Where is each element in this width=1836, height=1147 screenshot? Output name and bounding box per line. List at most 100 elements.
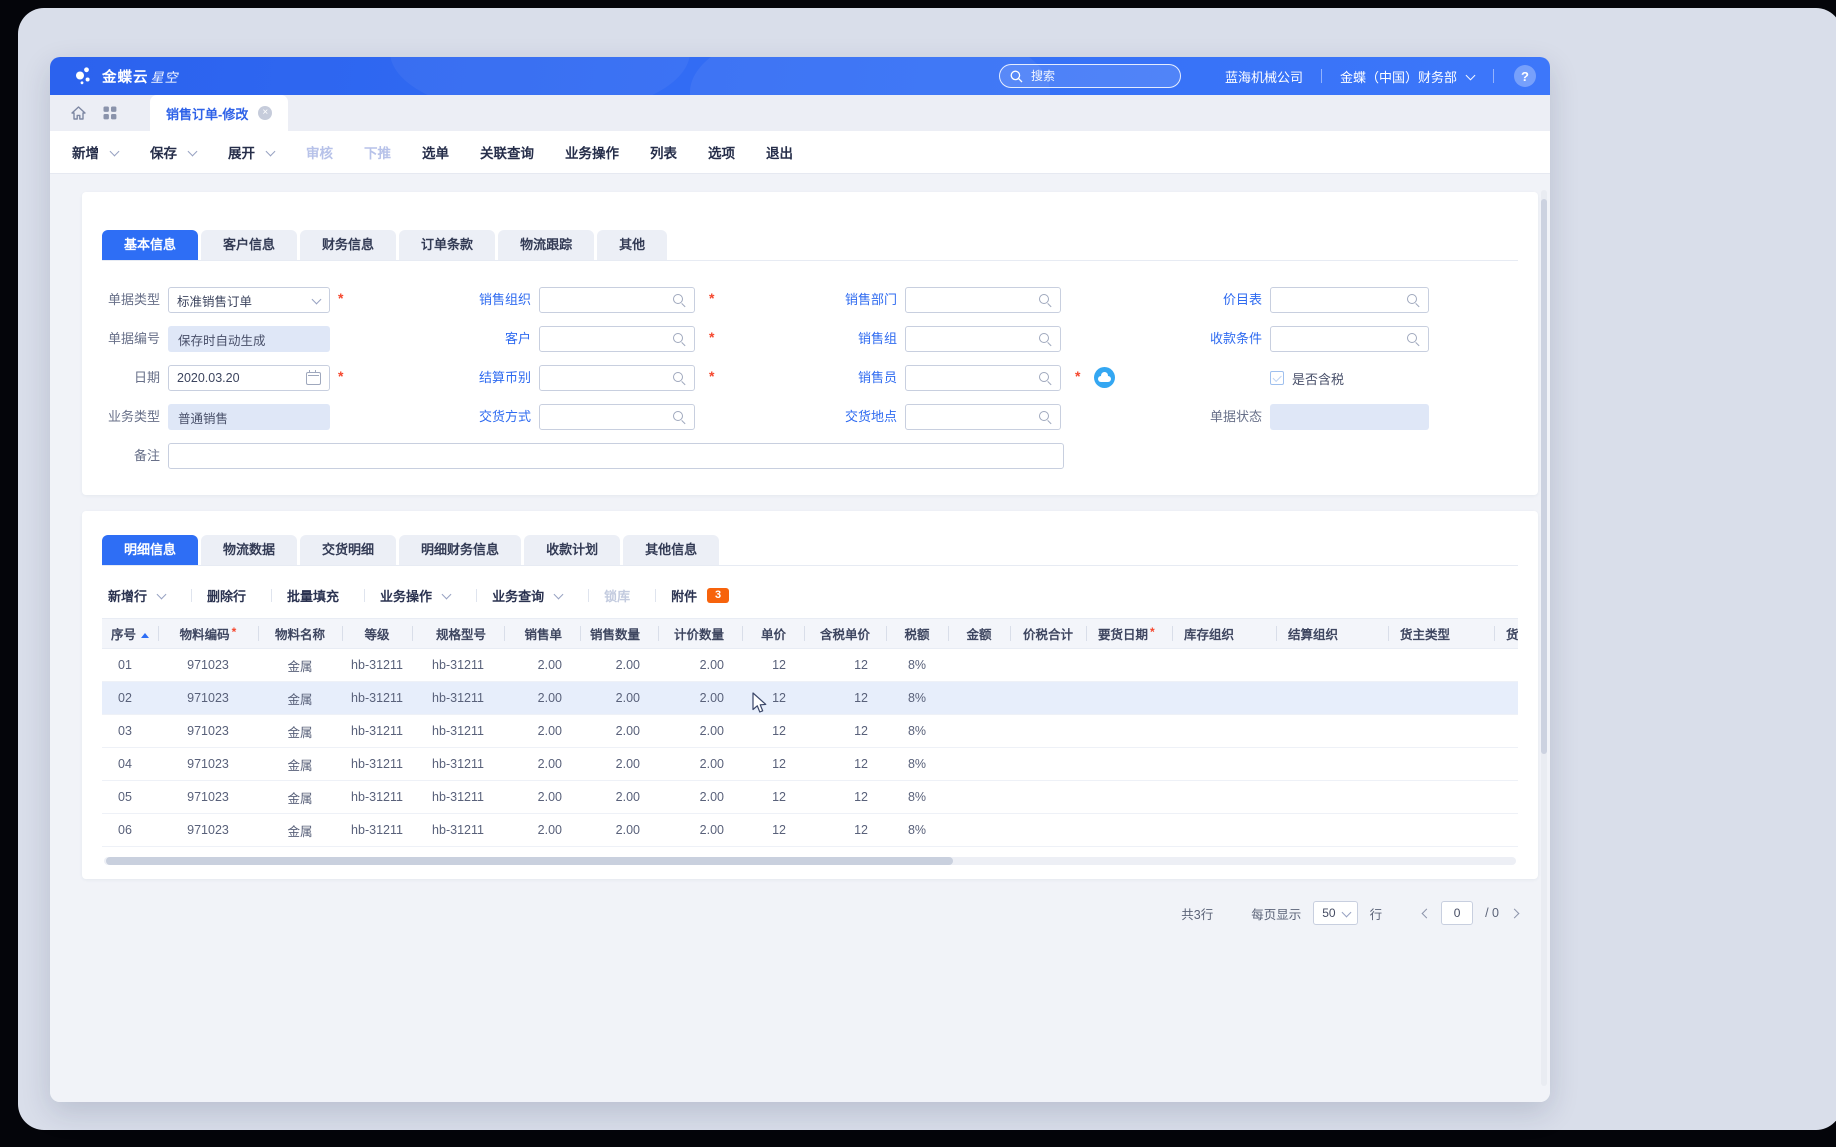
- column-header[interactable]: 货主类型: [1388, 618, 1494, 649]
- table-cell[interactable]: [1276, 780, 1388, 814]
- detail-toolbar-button[interactable]: 业务查询: [492, 586, 604, 605]
- table-cell[interactable]: [948, 747, 1010, 781]
- column-header[interactable]: 结算组织: [1276, 618, 1388, 649]
- user-department[interactable]: 金蝶（中国）财务部: [1339, 69, 1457, 85]
- table-cell[interactable]: [1172, 681, 1276, 715]
- table-cell[interactable]: [1388, 780, 1494, 814]
- table-cell[interactable]: 12: [742, 714, 804, 748]
- table-cell[interactable]: 12: [742, 813, 804, 847]
- table-row[interactable]: 05 971023 金属 hb-31211 hb-31211 2.00 2.00…: [102, 780, 1518, 814]
- column-header[interactable]: 物料名称: [258, 618, 342, 649]
- table-cell[interactable]: 12: [742, 780, 804, 814]
- table-cell[interactable]: 8%: [886, 747, 948, 781]
- toolbar-button[interactable]: 业务操作: [565, 142, 619, 162]
- table-cell[interactable]: [1494, 648, 1518, 682]
- table-cell[interactable]: 12: [742, 681, 804, 715]
- table-cell[interactable]: 2.00: [504, 648, 580, 682]
- detail-toolbar-button[interactable]: 新增行: [108, 586, 207, 605]
- toolbar-button[interactable]: 退出: [766, 142, 793, 162]
- page-number-input[interactable]: [1441, 901, 1474, 925]
- table-cell[interactable]: [1276, 714, 1388, 748]
- table-cell[interactable]: [1172, 747, 1276, 781]
- detail-tab[interactable]: 交货明细: [300, 535, 397, 565]
- table-cell[interactable]: 971023: [158, 780, 258, 814]
- toolbar-button[interactable]: 展开: [228, 142, 275, 162]
- date-picker[interactable]: 2020.03.20: [168, 365, 330, 391]
- detail-tab[interactable]: 收款计划: [524, 535, 621, 565]
- form-tab[interactable]: 基本信息: [102, 230, 199, 260]
- table-cell[interactable]: [1388, 813, 1494, 847]
- lookup-icon[interactable]: [673, 410, 686, 424]
- table-cell[interactable]: 2.00: [504, 813, 580, 847]
- table-cell[interactable]: 12: [804, 813, 886, 847]
- table-cell[interactable]: [1010, 780, 1086, 814]
- table-cell[interactable]: [1388, 648, 1494, 682]
- search-input[interactable]: [1028, 68, 1170, 84]
- column-header[interactable]: 规格型号: [412, 618, 504, 649]
- table-cell[interactable]: [1086, 813, 1172, 847]
- price-list-lookup[interactable]: [1270, 287, 1429, 313]
- scrollbar-thumb[interactable]: [106, 857, 954, 865]
- table-cell[interactable]: 2.00: [658, 681, 742, 715]
- table-cell[interactable]: [1010, 648, 1086, 682]
- table-cell[interactable]: [1276, 681, 1388, 715]
- table-cell[interactable]: [1172, 648, 1276, 682]
- table-cell[interactable]: hb-31211: [342, 813, 412, 847]
- chevron-down-icon[interactable]: [1342, 909, 1351, 918]
- sale-dept-label[interactable]: 销售部门: [844, 292, 897, 307]
- column-header[interactable]: 税额: [886, 618, 948, 649]
- table-row[interactable]: 04 971023 金属 hb-31211 hb-31211 2.00 2.00…: [102, 747, 1518, 781]
- delivery-place-label[interactable]: 交货地点: [844, 409, 897, 424]
- payment-terms-label[interactable]: 收款条件: [1209, 331, 1262, 346]
- toolbar-button[interactable]: 审核: [306, 142, 333, 162]
- detail-tab[interactable]: 其他信息: [623, 535, 720, 565]
- form-tab[interactable]: 物流跟踪: [498, 230, 595, 260]
- table-cell[interactable]: 2.00: [504, 780, 580, 814]
- column-header[interactable]: 含税单价: [804, 618, 886, 649]
- toolbar-button[interactable]: 保存: [150, 142, 197, 162]
- lookup-icon[interactable]: [1407, 332, 1420, 346]
- remark-text-input[interactable]: [177, 448, 1055, 464]
- detail-tab[interactable]: 物流数据: [201, 535, 298, 565]
- menu-button[interactable]: [98, 101, 122, 125]
- currency-lookup[interactable]: [539, 365, 695, 391]
- calendar-icon[interactable]: [306, 370, 321, 385]
- table-cell[interactable]: 8%: [886, 681, 948, 715]
- column-header[interactable]: 金额: [948, 618, 1010, 649]
- table-cell[interactable]: [948, 714, 1010, 748]
- column-header[interactable]: 物料编码 *: [158, 618, 258, 649]
- table-cell[interactable]: 12: [804, 648, 886, 682]
- scrollbar-thumb[interactable]: [1541, 198, 1547, 755]
- lookup-icon[interactable]: [1039, 293, 1052, 307]
- table-cell[interactable]: 2.00: [580, 714, 658, 748]
- table-cell[interactable]: 金属: [258, 681, 342, 715]
- table-cell[interactable]: [1494, 681, 1518, 715]
- detail-tab[interactable]: 明细财务信息: [399, 535, 522, 565]
- chevron-down-icon[interactable]: [1466, 72, 1475, 81]
- table-cell[interactable]: [1010, 747, 1086, 781]
- table-row[interactable]: 06 971023 金属 hb-31211 hb-31211 2.00 2.00…: [102, 813, 1518, 847]
- table-cell[interactable]: hb-31211: [342, 780, 412, 814]
- sale-org-label[interactable]: 销售组织: [478, 292, 531, 307]
- lookup-icon[interactable]: [673, 293, 686, 307]
- detail-tab[interactable]: 明细信息: [102, 535, 199, 565]
- table-cell[interactable]: hb-31211: [412, 681, 504, 715]
- detail-toolbar-button[interactable]: 业务操作: [380, 586, 492, 605]
- toolbar-button[interactable]: 列表: [650, 142, 677, 162]
- table-cell[interactable]: hb-31211: [412, 813, 504, 847]
- form-tab[interactable]: 其他: [597, 230, 668, 260]
- table-cell[interactable]: 05: [102, 780, 158, 814]
- toolbar-button[interactable]: 关联查询: [480, 142, 534, 162]
- table-cell[interactable]: [1388, 681, 1494, 715]
- table-cell[interactable]: 金属: [258, 813, 342, 847]
- table-cell[interactable]: [1010, 714, 1086, 748]
- table-cell[interactable]: 03: [102, 714, 158, 748]
- form-tab[interactable]: 订单条款: [399, 230, 496, 260]
- help-button[interactable]: ?: [1514, 65, 1536, 87]
- page-size-select[interactable]: 50: [1313, 901, 1358, 925]
- column-header[interactable]: 序号: [102, 618, 158, 649]
- table-cell[interactable]: 2.00: [658, 714, 742, 748]
- lookup-icon[interactable]: [1039, 371, 1052, 385]
- toolbar-button[interactable]: 选项: [708, 142, 735, 162]
- table-cell[interactable]: 12: [742, 747, 804, 781]
